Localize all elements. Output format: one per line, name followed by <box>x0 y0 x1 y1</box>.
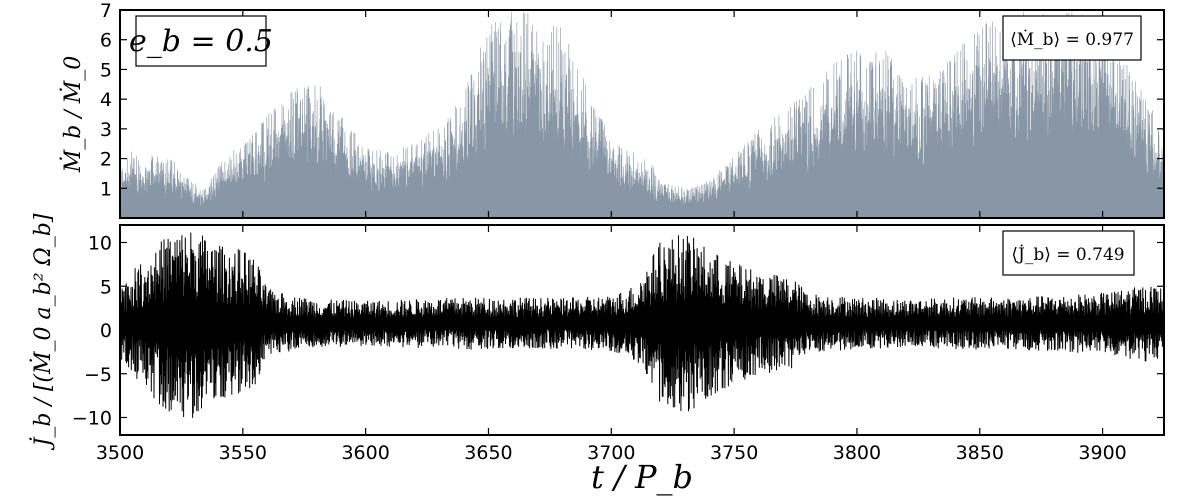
top-panel: 1 2 3 4 5 6 7 e_b = 0.5 ⟨Ṁ_b⟩ = 0.977 Ṁ_b / Ṁ_… <box>59 0 1165 219</box>
bottom-ticks: 3500 3550 3600 3650 3700 3750 3800 3850 3900 −10 −… <box>72 225 1164 464</box>
bottom-y-tick-label-5: 5 <box>100 276 112 298</box>
x-tick-label-3900: 3900 <box>1078 442 1126 464</box>
eccentricity-badge: e_b = 0.5 <box>129 15 273 67</box>
bottom-plot-frame <box>119 224 1165 436</box>
bottom-y-tick-label-0: 0 <box>100 320 112 342</box>
top-y-tick-label-1: 1 <box>100 178 112 200</box>
top-y-tick-label-2: 2 <box>100 149 112 171</box>
x-tick-label-3550: 3550 <box>219 442 267 464</box>
top-y-tick-label-4: 4 <box>100 89 112 111</box>
top-plot-frame <box>119 9 1165 219</box>
top-y-tick-label-6: 6 <box>100 30 112 52</box>
bottom-y-tick-label--10: −10 <box>72 408 112 430</box>
bottom-series-torque <box>120 232 1164 418</box>
mean-torque-annotation: ⟨J̇_b⟩ = 0.749 <box>1002 230 1135 276</box>
eccentricity-badge-text: e_b = 0.5 <box>129 24 273 59</box>
x-tick-label-3650: 3650 <box>464 442 512 464</box>
mean-accretion-annotation: ⟨Ṁ_b⟩ = 0.977 <box>1002 15 1142 61</box>
x-axis-label: t / P_b <box>591 458 693 496</box>
x-tick-label-3750: 3750 <box>710 442 758 464</box>
bottom-y-tick-label-10: 10 <box>88 233 112 255</box>
top-y-tick-label-3: 3 <box>100 119 112 141</box>
mean-accretion-text: ⟨Ṁ_b⟩ = 0.977 <box>1010 29 1134 50</box>
top-y-axis-label: Ṁ_b / Ṁ_0 <box>59 56 86 174</box>
top-ticks: 1 2 3 4 5 6 7 <box>100 0 1164 218</box>
x-tick-label-3600: 3600 <box>341 442 389 464</box>
top-y-tick-label-7: 7 <box>100 0 112 22</box>
bottom-y-tick-label--5: −5 <box>84 364 112 386</box>
x-tick-label-3500: 3500 <box>96 442 144 464</box>
bottom-y-axis-label: J̇_b / [(Ṁ_0 a_b² Ω_b] <box>29 213 56 450</box>
bottom-panel: 3500 3550 3600 3650 3700 3750 3800 3850 3900 −10 −… <box>29 213 1165 496</box>
top-series-area <box>120 11 1164 218</box>
bottom-series-line <box>120 232 1164 418</box>
x-tick-label-3700: 3700 <box>587 442 635 464</box>
x-tick-label-3850: 3850 <box>956 442 1004 464</box>
top-series-accretion-rate <box>120 11 1164 218</box>
top-y-tick-label-5: 5 <box>100 59 112 81</box>
mean-torque-text: ⟨J̇_b⟩ = 0.749 <box>1011 245 1124 265</box>
x-tick-label-3800: 3800 <box>833 442 881 464</box>
